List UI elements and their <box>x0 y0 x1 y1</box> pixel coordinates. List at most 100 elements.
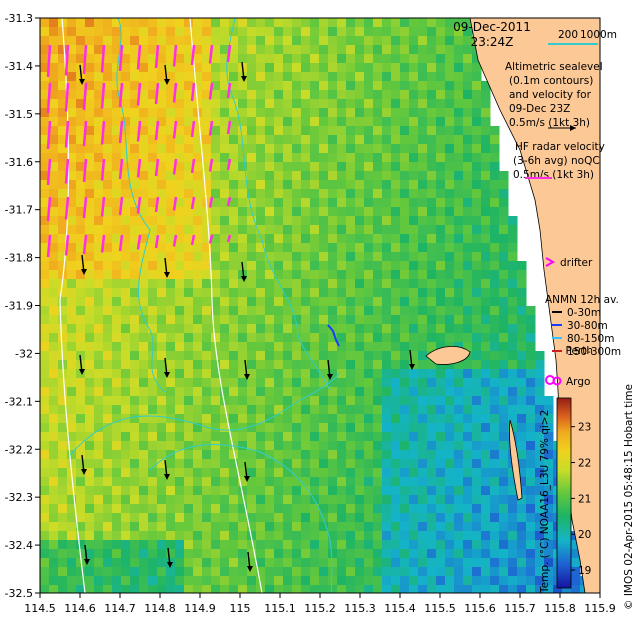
sst-cell <box>535 441 545 451</box>
sst-cell <box>328 126 338 136</box>
sst-cell <box>139 324 149 334</box>
sst-cell <box>76 144 86 154</box>
sst-cell <box>256 351 266 361</box>
sst-cell <box>373 144 383 154</box>
sst-cell <box>220 90 230 100</box>
sst-cell <box>382 576 392 586</box>
sst-cell <box>58 117 68 127</box>
sst-cell <box>211 387 221 397</box>
sst-cell <box>445 72 455 82</box>
sst-cell <box>472 171 482 181</box>
sst-cell <box>40 432 50 442</box>
sst-cell <box>49 297 59 307</box>
sst-cell <box>76 45 86 55</box>
sst-cell <box>184 423 194 433</box>
sst-cell <box>463 108 473 118</box>
x-tick-label: 115.1 <box>264 602 296 615</box>
sst-cell <box>184 585 194 593</box>
altimetry-vector-head <box>84 559 90 565</box>
sst-cell <box>211 288 221 298</box>
sst-cell <box>94 531 104 541</box>
sst-cell <box>139 576 149 586</box>
sst-cell <box>112 468 122 478</box>
sst-cell <box>274 81 284 91</box>
sst-cell <box>139 81 149 91</box>
sst-cell <box>229 495 239 505</box>
sst-cell <box>58 477 68 487</box>
sst-cell <box>130 315 140 325</box>
radar-vector <box>154 196 160 213</box>
sst-cell <box>355 414 365 424</box>
sst-cell <box>256 531 266 541</box>
sst-cell <box>319 90 329 100</box>
sst-cell <box>373 540 383 550</box>
sst-cell <box>373 351 383 361</box>
sst-cell <box>319 333 329 343</box>
sst-cell <box>445 162 455 172</box>
sst-cell <box>112 477 122 487</box>
sst-cell <box>157 252 167 262</box>
sst-cell <box>301 279 311 289</box>
sst-cell <box>346 549 356 559</box>
sst-cell <box>535 576 545 586</box>
sst-cell <box>256 225 266 235</box>
sst-cell <box>292 189 302 199</box>
sst-cell <box>463 504 473 514</box>
argo-label: Argo <box>566 376 590 388</box>
sst-cell <box>58 162 68 172</box>
sst-cell <box>490 342 500 352</box>
sst-cell <box>112 513 122 523</box>
sst-cell <box>364 531 374 541</box>
sst-cell <box>49 549 59 559</box>
sst-cell <box>229 369 239 379</box>
sst-cell <box>256 45 266 55</box>
sst-cell <box>58 459 68 469</box>
sst-cell <box>40 450 50 460</box>
sst-cell <box>76 342 86 352</box>
sst-cell <box>292 198 302 208</box>
radar-vector <box>46 158 52 186</box>
sst-cell <box>319 36 329 46</box>
sst-cell <box>400 225 410 235</box>
sst-cell <box>508 297 518 307</box>
sst-cell <box>265 81 275 91</box>
sst-cell <box>238 171 248 181</box>
scale-bar-long: 1000m <box>580 29 617 41</box>
sst-cell <box>121 180 131 190</box>
radar-vector <box>82 234 88 255</box>
sst-cell <box>355 261 365 271</box>
sst-cell <box>355 324 365 334</box>
sst-cell <box>166 549 176 559</box>
sst-cell <box>274 342 284 352</box>
sst-cell <box>391 450 401 460</box>
sst-cell <box>94 315 104 325</box>
sst-cell <box>454 441 464 451</box>
sst-cell <box>463 450 473 460</box>
sst-cell <box>283 342 293 352</box>
sst-cell <box>265 504 275 514</box>
sst-cell <box>247 522 257 532</box>
sst-cell <box>328 117 338 127</box>
sst-cell <box>202 225 212 235</box>
sst-cell <box>202 126 212 136</box>
sst-cell <box>355 540 365 550</box>
sst-cell <box>445 270 455 280</box>
sst-cell <box>391 459 401 469</box>
sst-cell <box>130 216 140 226</box>
sst-cell <box>256 81 266 91</box>
sst-cell <box>211 531 221 541</box>
sst-cell <box>130 459 140 469</box>
sst-cell <box>229 234 239 244</box>
sst-cell <box>103 162 113 172</box>
sst-cell <box>238 423 248 433</box>
sst-cell <box>265 99 275 109</box>
sst-cell <box>301 360 311 370</box>
sst-cell <box>454 288 464 298</box>
sst-cell <box>328 81 338 91</box>
colorbar-tick-label: 20 <box>578 529 591 541</box>
sst-cell <box>508 351 518 361</box>
sst-cell <box>418 243 428 253</box>
sst-cell <box>76 477 86 487</box>
sst-cell <box>202 387 212 397</box>
sst-cell <box>256 216 266 226</box>
